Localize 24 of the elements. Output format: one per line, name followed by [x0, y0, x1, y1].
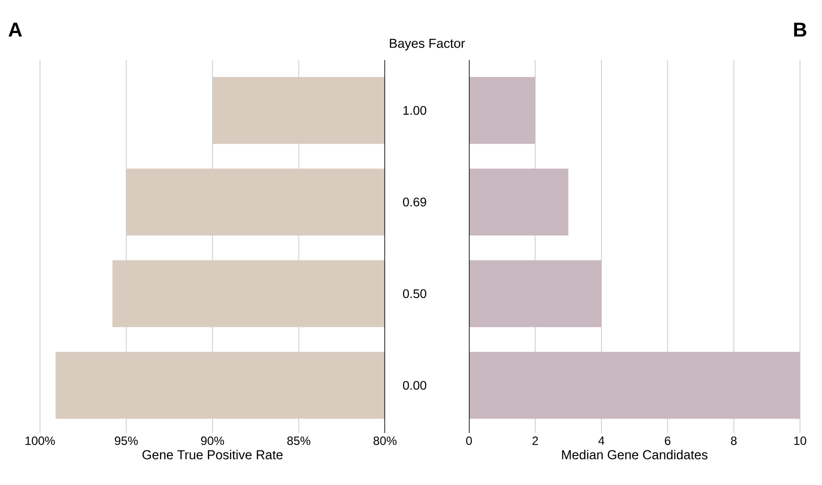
x-tick-label: 0	[466, 436, 472, 445]
x-tick-label: 8	[731, 436, 737, 445]
bar	[469, 260, 602, 328]
x-tick-label: 10	[794, 436, 806, 445]
y-tick-label: 0.00	[403, 380, 426, 390]
bar	[469, 352, 800, 419]
x-tick-label: 80%	[374, 436, 397, 445]
y-tick-label: 1.00	[403, 106, 426, 115]
chart-title: A	[8, 22, 22, 37]
bar	[469, 168, 568, 236]
x-axis-title: Median Gene Candidates	[562, 450, 708, 460]
x-tick-label: 100%	[26, 436, 55, 445]
x-tick-label: 4	[598, 436, 604, 445]
bar	[469, 76, 536, 144]
x-tick-label: 6	[664, 436, 670, 445]
x-tick-label: 90%	[201, 436, 224, 445]
chart-title: B	[794, 22, 806, 37]
y-tick-label: 0.69	[403, 198, 426, 206]
x-tick-label: 85%	[287, 436, 310, 445]
x-tick-label: 2	[532, 436, 538, 445]
y-tick-label: 0.50	[403, 289, 426, 298]
y-axis-title: Bayes Factor	[390, 38, 465, 50]
x-axis-title: Gene True Positive Rate	[142, 450, 283, 460]
x-tick-label: 95%	[114, 436, 138, 445]
